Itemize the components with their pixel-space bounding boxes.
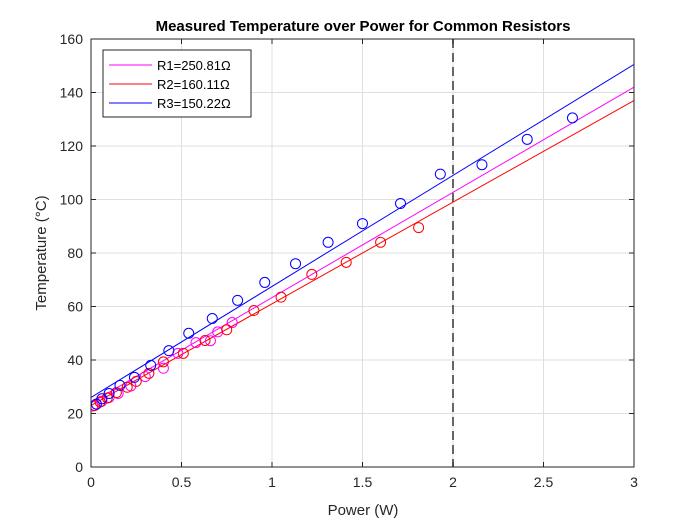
- y-axis-label: Temperature (°C): [33, 195, 50, 310]
- data-point-series-3: [395, 198, 407, 210]
- data-point-series-3: [357, 218, 368, 230]
- data-point-series-3: [434, 168, 446, 180]
- x-axis-label: Power (W): [328, 502, 399, 519]
- data-point-series-3: [476, 159, 488, 171]
- fit-line-series-2: [91, 100, 634, 406]
- data-point-series-2: [275, 291, 287, 303]
- data-point-series-1: [139, 371, 151, 383]
- x-tick-label: 0.5: [172, 474, 192, 490]
- plot-area: 0 0.5 1 1.5 2 2.5 3 0 20 40 60 80 100 120 140 160 R1=250…: [60, 31, 638, 490]
- legend: R1=250.81Ω R2=160.11Ω R3=150.22Ω: [102, 49, 252, 118]
- y-tick-label: 120: [60, 138, 84, 154]
- data-point-series-2: [248, 305, 260, 317]
- data-point-series-3: [521, 133, 533, 145]
- legend-label-series-3: R3=150.22Ω: [157, 96, 231, 111]
- y-tick-label: 80: [67, 245, 83, 261]
- y-tick-label: 140: [60, 85, 84, 101]
- x-tick-label: 3: [630, 474, 638, 490]
- data-point-series-3: [566, 112, 578, 124]
- data-point-series-2: [91, 399, 101, 411]
- chart-title: Measured Temperature over Power for Comm…: [156, 18, 571, 35]
- y-tick-label: 160: [60, 31, 84, 47]
- y-tick-label: 0: [75, 459, 83, 475]
- plot-contents: [91, 39, 634, 467]
- y-tick-label: 100: [60, 192, 84, 208]
- data-point-series-3: [96, 393, 108, 405]
- data-point-series-3: [232, 294, 244, 306]
- x-tick-label: 2: [449, 474, 457, 490]
- data-point-series-3: [183, 327, 195, 339]
- data-point-series-2: [110, 387, 122, 399]
- data-point-series-2: [306, 268, 318, 280]
- data-point-series-2: [340, 256, 352, 268]
- data-point-series-3: [322, 236, 334, 248]
- data-point-series-3: [145, 359, 157, 371]
- data-point-series-3: [163, 345, 175, 357]
- data-point-series-1: [204, 335, 216, 347]
- y-tick-label: 60: [67, 299, 83, 315]
- data-point-series-1: [157, 362, 169, 374]
- legend-label-series-2: R2=160.11Ω: [157, 77, 230, 92]
- data-point-series-2: [413, 222, 425, 234]
- data-point-series-2: [221, 324, 233, 336]
- x-tick-label: 1.5: [353, 474, 373, 490]
- data-point-series-1: [226, 317, 238, 329]
- data-point-series-3: [259, 276, 271, 288]
- data-point-series-2: [121, 381, 133, 393]
- x-tick-label: 0: [87, 474, 95, 490]
- legend-label-series-1: R1=250.81Ω: [157, 58, 231, 73]
- x-tick-label: 1: [268, 474, 276, 490]
- data-point-series-3: [114, 379, 126, 391]
- data-point-series-2: [375, 236, 387, 248]
- x-tick-label: 2.5: [534, 474, 554, 490]
- data-point-series-2: [177, 347, 189, 359]
- data-point-series-3: [103, 387, 115, 399]
- data-point-series-2: [101, 392, 113, 404]
- data-point-series-3: [128, 371, 140, 383]
- fit-line-series-3: [91, 63, 634, 398]
- data-point-series-2: [157, 356, 169, 368]
- y-tick-label: 20: [67, 406, 83, 422]
- data-point-series-3: [290, 258, 302, 270]
- data-point-series-3: [206, 313, 218, 325]
- y-tick-label: 40: [67, 352, 83, 368]
- data-point-series-2: [199, 334, 211, 346]
- data-point-series-2: [143, 367, 155, 379]
